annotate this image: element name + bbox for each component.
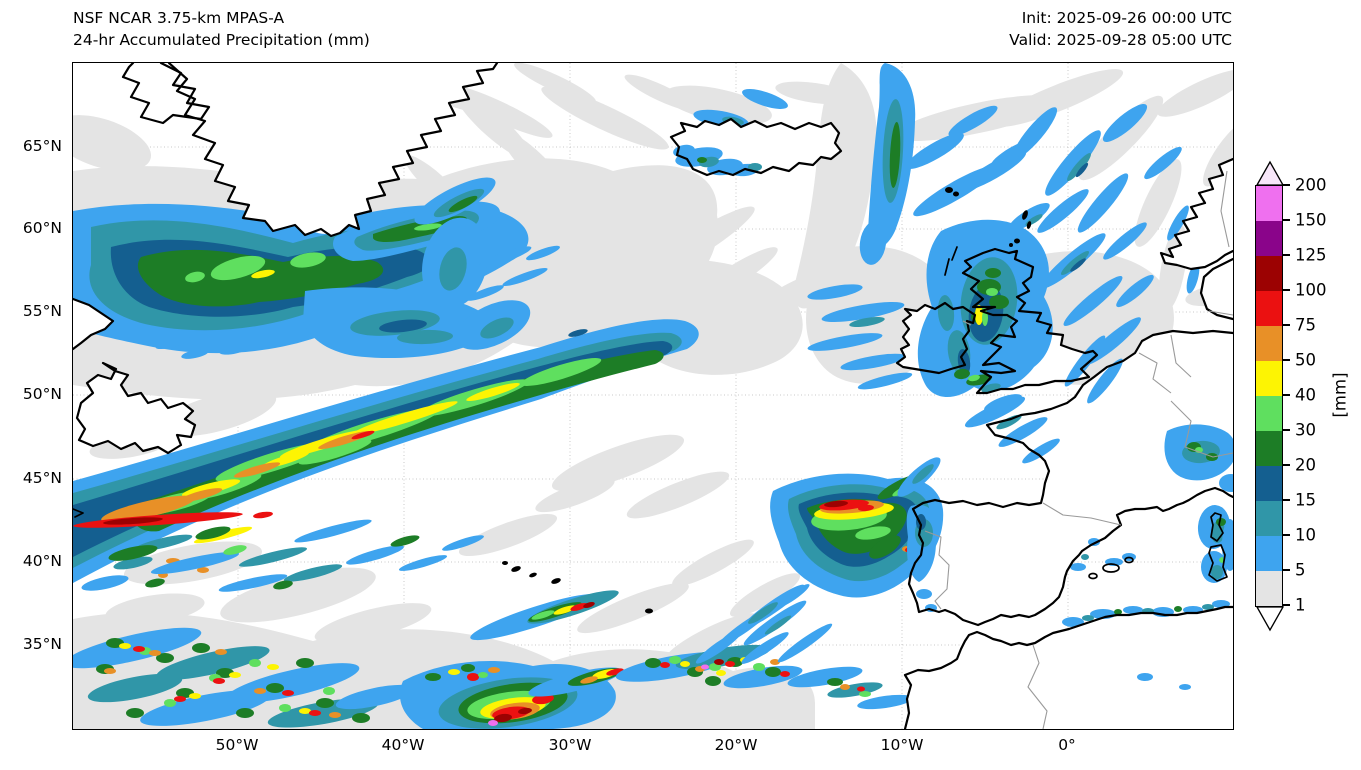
colorbar-under-arrow-shape xyxy=(1255,606,1284,632)
colorbar-tick-label-15: 15 xyxy=(1295,490,1316,510)
colorbar-segment-9 xyxy=(1256,501,1282,536)
colorbar-over-arrow-shape xyxy=(1255,160,1284,186)
colorbar-tick-label-75: 75 xyxy=(1295,315,1316,335)
colorbar-segment-1 xyxy=(1256,221,1282,256)
colorbar-tick-mark xyxy=(1283,359,1290,361)
colorbar-segment-4 xyxy=(1256,326,1282,361)
lat-label-50n: 50°N xyxy=(22,385,62,403)
colorbar-segment-3 xyxy=(1256,291,1282,326)
lon-label-0: 0° xyxy=(1058,736,1076,754)
lon-label-40w: 40°W xyxy=(381,736,425,754)
colorbar-over-arrow xyxy=(1255,160,1284,186)
colorbar-tick-mark xyxy=(1283,464,1290,466)
colorbar-unit-label: [mm] xyxy=(1330,372,1350,418)
valid-time: Valid: 2025-09-28 05:00 UTC xyxy=(1009,31,1232,49)
europe-landmass xyxy=(909,331,1233,625)
map-frame xyxy=(72,62,1234,730)
colorbar-tick-mark xyxy=(1283,219,1290,221)
product-title: 24-hr Accumulated Precipitation (mm) xyxy=(73,31,370,49)
colorbar-tick-mark xyxy=(1283,429,1290,431)
colorbar-tick-label-1: 1 xyxy=(1295,595,1306,615)
lat-label-35n: 35°N xyxy=(22,635,62,653)
colorbar-tick-label-20: 20 xyxy=(1295,455,1316,475)
africa-landmass xyxy=(905,607,1233,729)
colorbar-tick-mark xyxy=(1283,499,1290,501)
borders-layer xyxy=(924,170,1233,729)
lat-label-60n: 60°N xyxy=(22,219,62,237)
lat-label-40n: 40°N xyxy=(22,552,62,570)
colorbar-tick-label-5: 5 xyxy=(1295,560,1306,580)
colorbar-tick-label-50: 50 xyxy=(1295,350,1316,370)
colorbar-segment-2 xyxy=(1256,256,1282,291)
colorbar-segment-5 xyxy=(1256,361,1282,396)
lat-label-45n: 45°N xyxy=(22,469,62,487)
colorbar-tick-mark xyxy=(1283,254,1290,256)
lat-label-65n: 65°N xyxy=(22,137,62,155)
lon-label-30w: 30°W xyxy=(548,736,592,754)
precip-ocean-layer xyxy=(73,63,1233,729)
colorbar-tick-label-200: 200 xyxy=(1295,175,1327,195)
title-block: NSF NCAR 3.75-km MPAS-A 24-hr Accumulated… xyxy=(73,7,370,51)
model-title: NSF NCAR 3.75-km MPAS-A xyxy=(73,9,285,27)
time-block: Init: 2025-09-26 00:00 UTC Valid: 2025-09… xyxy=(1009,7,1232,51)
islands-layer xyxy=(502,187,1032,614)
colorbar-tick-mark xyxy=(1283,534,1290,536)
newfoundland-landmass xyxy=(77,363,195,453)
init-time: Init: 2025-09-26 00:00 UTC xyxy=(1021,9,1232,27)
colorbar-segment-6 xyxy=(1256,396,1282,431)
lat-label-55n: 55°N xyxy=(22,302,62,320)
colorbar-tick-mark xyxy=(1283,394,1290,396)
baffin-landmass xyxy=(123,63,209,123)
colorbar-tick-label-10: 10 xyxy=(1295,525,1316,545)
colorbar-segment-11 xyxy=(1256,571,1282,606)
labrador-landmass xyxy=(73,299,113,349)
colorbar-tick-label-150: 150 xyxy=(1295,210,1327,230)
coastline-layer xyxy=(73,63,1233,729)
colorbar-tick-label-125: 125 xyxy=(1295,245,1327,265)
colorbar-tick-mark xyxy=(1283,604,1290,606)
colorbar-tick-mark xyxy=(1283,569,1290,571)
greenland-landmass xyxy=(169,63,497,236)
land-layer xyxy=(73,63,1233,729)
precip-land-layer xyxy=(673,63,1233,690)
colorbar-segment-10 xyxy=(1256,536,1282,571)
colorbar-tick-mark xyxy=(1283,289,1290,291)
lon-label-10w: 10°W xyxy=(880,736,924,754)
lon-label-20w: 20°W xyxy=(714,736,758,754)
colorbar xyxy=(1255,185,1283,607)
colorbar-segment-8 xyxy=(1256,466,1282,501)
map-canvas xyxy=(73,63,1233,729)
colorbar-segment-7 xyxy=(1256,431,1282,466)
colorbar-tick-label-40: 40 xyxy=(1295,385,1316,405)
colorbar-under-arrow xyxy=(1255,606,1284,632)
colorbar-tick-label-30: 30 xyxy=(1295,420,1316,440)
colorbar-segment-0 xyxy=(1256,186,1282,221)
colorbar-tick-mark xyxy=(1283,184,1290,186)
colorbar-tick-label-100: 100 xyxy=(1295,280,1327,300)
lon-label-50w: 50°W xyxy=(215,736,259,754)
colorbar-tick-mark xyxy=(1283,324,1290,326)
